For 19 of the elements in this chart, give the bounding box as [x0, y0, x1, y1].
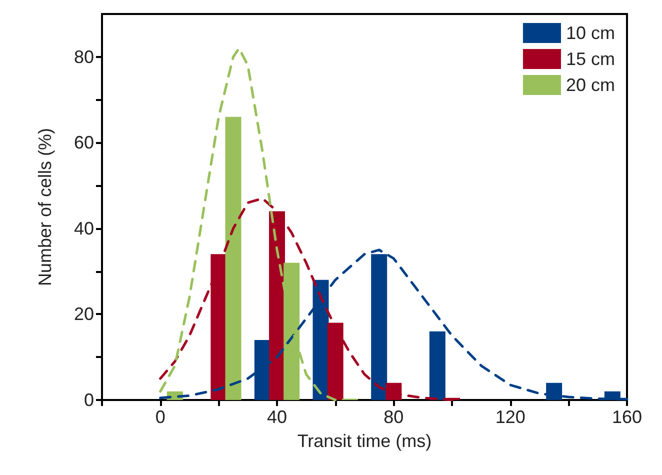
- line-series: [159, 248, 628, 400]
- x-axis-title: Transit time (ms): [297, 431, 432, 451]
- x-tick-label: 40: [266, 407, 288, 427]
- bar: [225, 116, 242, 400]
- bar: [429, 331, 446, 400]
- y-tick-label: 0: [84, 390, 94, 410]
- legend-label: 20 cm: [566, 75, 616, 95]
- y-tick-label: 80: [74, 46, 94, 67]
- y-tick-label: 60: [74, 132, 94, 153]
- y-tick-label: 20: [74, 304, 94, 324]
- legend-label: 15 cm: [566, 49, 616, 69]
- line-series: [159, 47, 337, 402]
- legend-label: 10 cm: [566, 23, 616, 43]
- x-tick-label: 120: [495, 407, 526, 427]
- x-tick-label: 80: [384, 407, 404, 427]
- y-axis-title: Number of cells (%): [35, 128, 55, 286]
- x-tick-label: 160: [612, 407, 642, 427]
- x-tick-label: 0: [155, 407, 166, 427]
- y-tick-label: 40: [74, 218, 94, 238]
